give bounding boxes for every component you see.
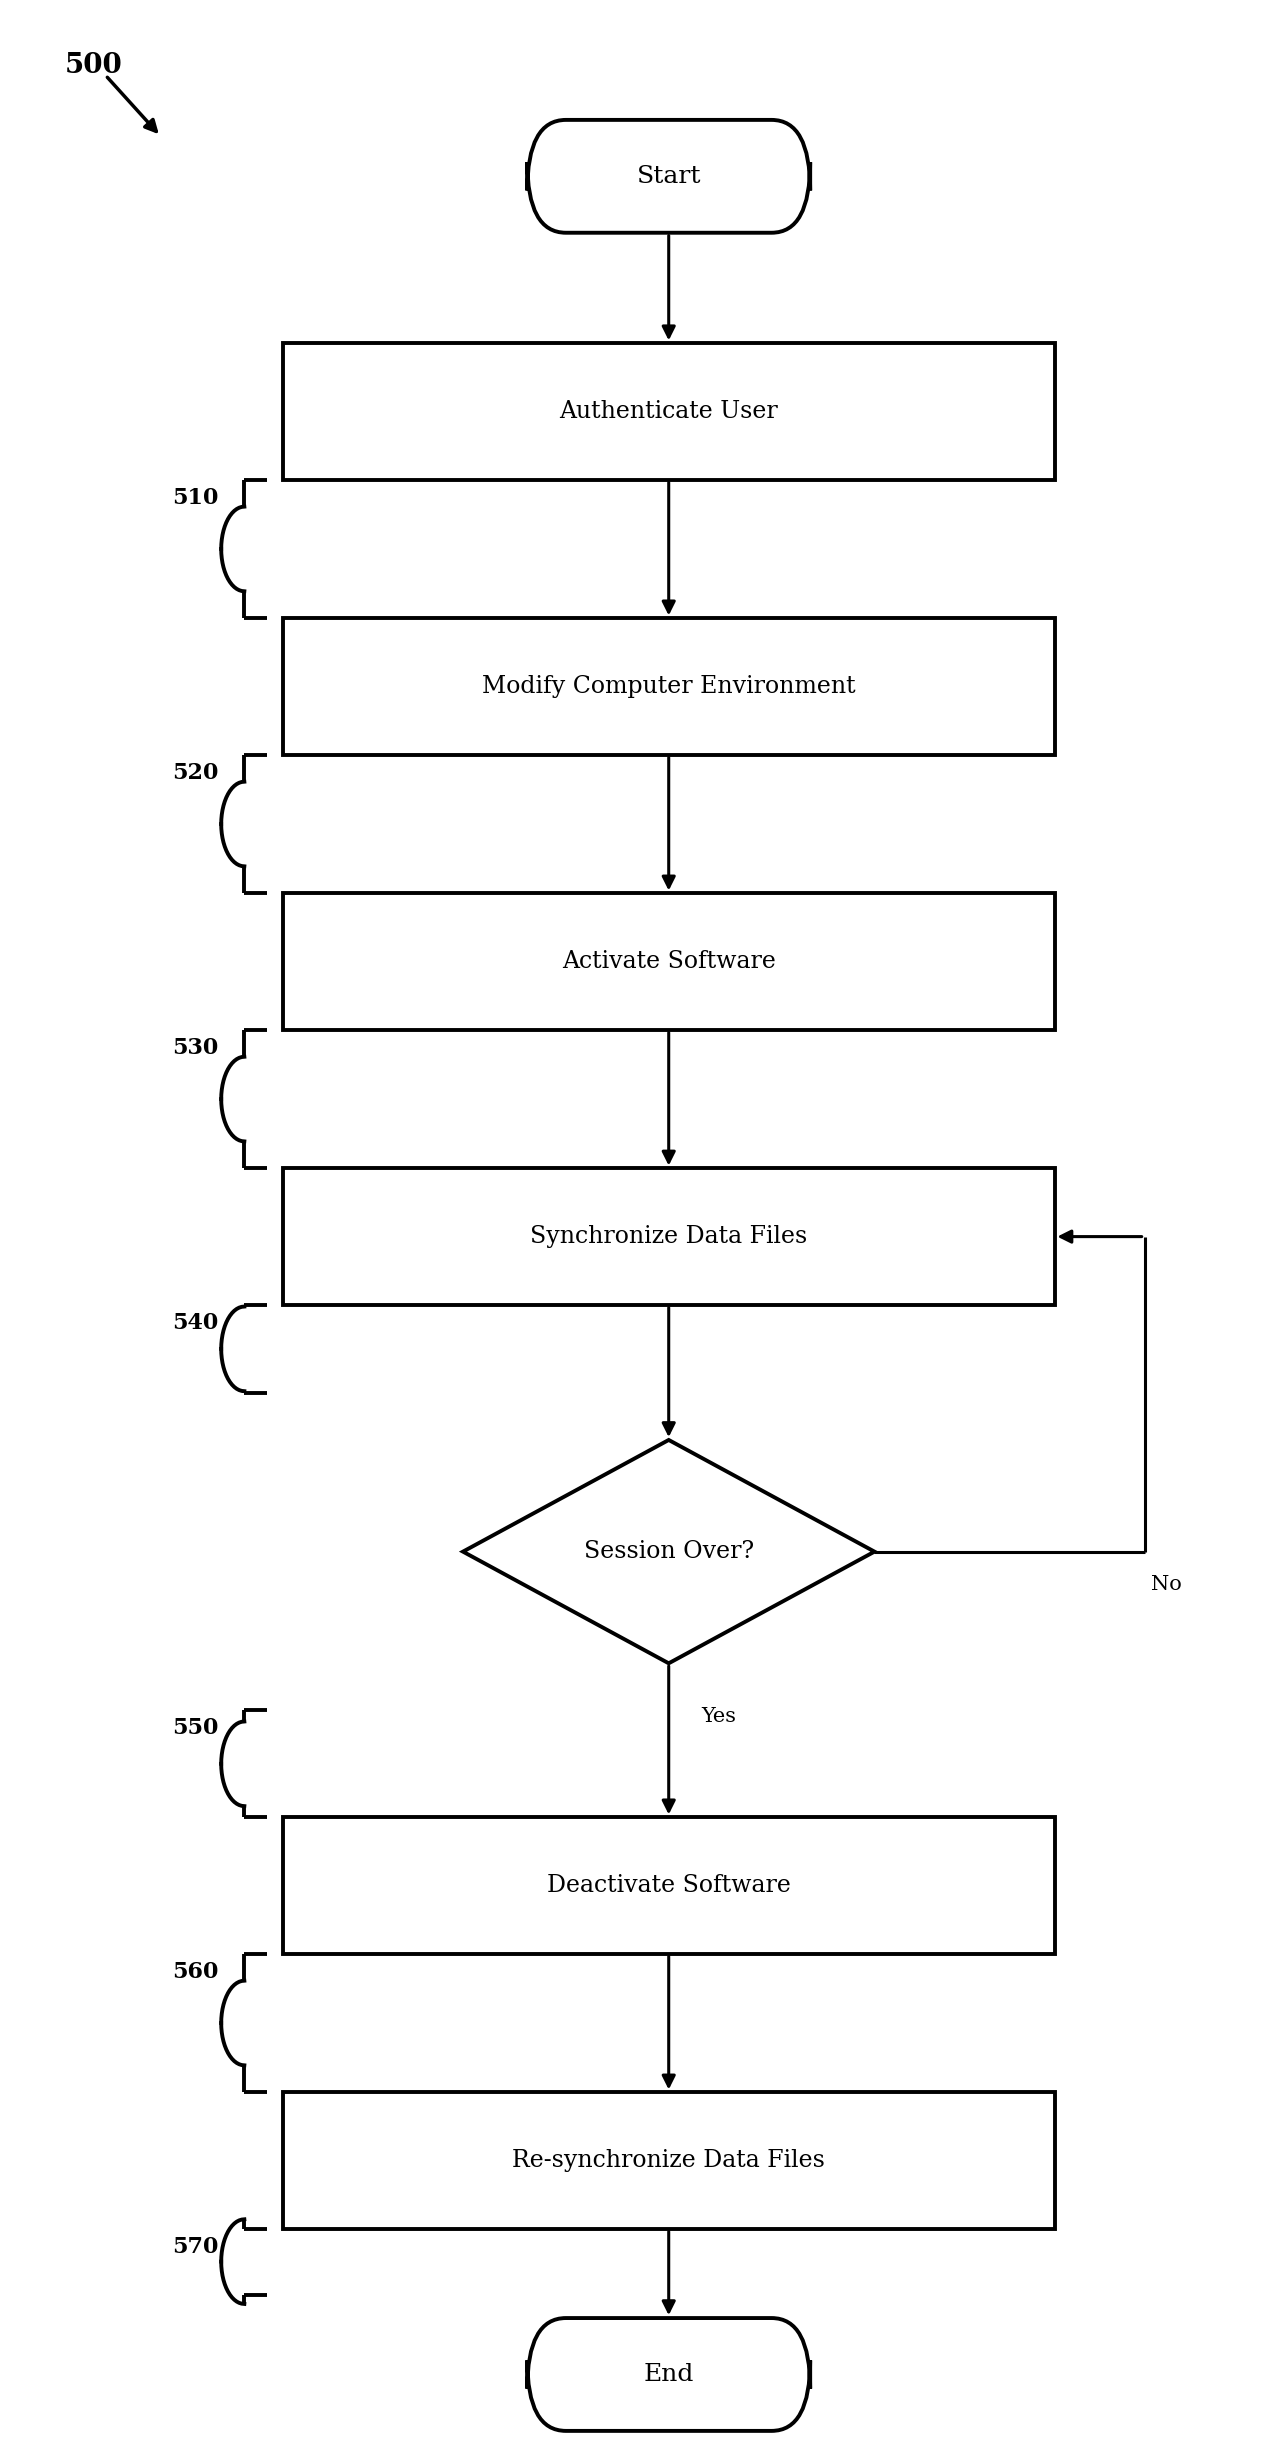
Bar: [283, 1169, 1055, 1306]
Text: 540: 540: [172, 1313, 219, 1335]
Text: Session Over?: Session Over?: [584, 1540, 754, 1562]
Bar: [283, 342, 1055, 479]
Text: Modify Computer Environment: Modify Computer Environment: [482, 675, 855, 697]
Bar: [283, 2093, 1055, 2230]
Text: 500: 500: [64, 51, 122, 78]
Text: Re-synchronize Data Files: Re-synchronize Data Files: [512, 2149, 826, 2171]
Text: Synchronize Data Files: Synchronize Data Files: [530, 1225, 808, 1247]
Text: Authenticate User: Authenticate User: [559, 401, 778, 423]
FancyBboxPatch shape: [527, 120, 810, 232]
Text: 510: 510: [172, 487, 219, 509]
Bar: [283, 619, 1055, 756]
Text: 570: 570: [172, 2235, 219, 2257]
Text: End: End: [643, 2362, 694, 2386]
Bar: [283, 892, 1055, 1029]
Text: 530: 530: [172, 1037, 219, 1059]
Bar: [283, 1817, 1055, 1954]
Polygon shape: [463, 1440, 874, 1663]
Text: Deactivate Software: Deactivate Software: [547, 1873, 791, 1897]
Text: 560: 560: [172, 1961, 219, 1983]
Text: No: No: [1151, 1575, 1182, 1594]
Text: Yes: Yes: [701, 1707, 736, 1726]
Text: Start: Start: [637, 164, 701, 188]
Text: 550: 550: [172, 1716, 219, 1738]
FancyBboxPatch shape: [527, 2318, 810, 2430]
Text: 520: 520: [172, 763, 219, 785]
Text: Activate Software: Activate Software: [562, 951, 775, 973]
